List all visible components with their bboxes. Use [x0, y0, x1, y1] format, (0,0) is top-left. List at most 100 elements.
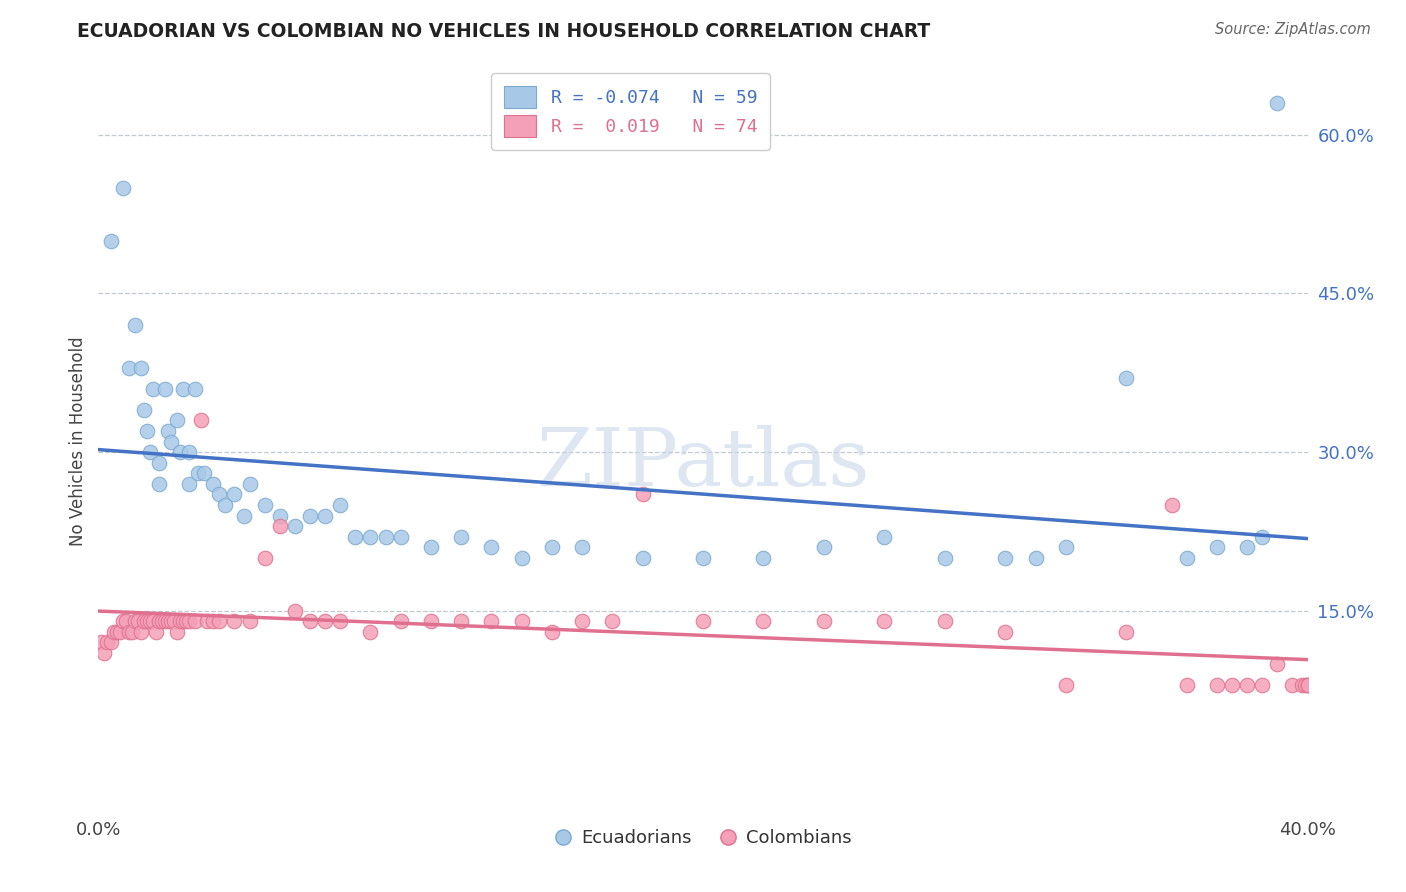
Point [299, 615, 322, 629]
Point [253, 550, 276, 565]
Point [360, 530, 382, 544]
Point [150, 615, 173, 629]
Point [172, 382, 194, 396]
Point [208, 615, 231, 629]
Point [314, 615, 336, 629]
Point [1054, 541, 1077, 555]
Point [96, 635, 118, 649]
Point [420, 541, 443, 555]
Point [153, 382, 176, 396]
Point [1236, 678, 1258, 692]
Point [510, 615, 533, 629]
Point [163, 615, 186, 629]
Point [540, 624, 562, 639]
Point [135, 615, 157, 629]
Point [1206, 541, 1229, 555]
Point [510, 550, 533, 565]
Point [571, 541, 593, 555]
Point [1296, 678, 1319, 692]
Point [224, 487, 246, 501]
Point [602, 615, 624, 629]
Point [184, 382, 207, 396]
Point [1220, 678, 1243, 692]
Text: ECUADORIAN VS COLOMBIAN NO VEHICLES IN HOUSEHOLD CORRELATION CHART: ECUADORIAN VS COLOMBIAN NO VEHICLES IN H… [77, 22, 931, 41]
Point [1175, 678, 1198, 692]
Point [193, 467, 215, 481]
Point [1251, 530, 1274, 544]
Point [934, 550, 956, 565]
Point [284, 604, 307, 618]
Point [139, 445, 162, 459]
Point [813, 541, 835, 555]
Point [314, 508, 336, 523]
Point [232, 508, 254, 523]
Point [156, 615, 179, 629]
Point [934, 615, 956, 629]
Point [187, 467, 209, 481]
Point [360, 624, 382, 639]
Point [111, 180, 134, 194]
Point [100, 635, 122, 649]
Point [148, 615, 170, 629]
Point [1206, 678, 1229, 692]
Point [873, 615, 896, 629]
Point [1054, 678, 1077, 692]
Point [1294, 678, 1316, 692]
Point [344, 530, 367, 544]
Point [124, 615, 146, 629]
Point [813, 615, 835, 629]
Point [142, 615, 165, 629]
Point [202, 476, 225, 491]
Point [195, 615, 218, 629]
Point [103, 624, 125, 639]
Point [118, 360, 141, 375]
Point [284, 519, 307, 533]
Point [166, 624, 188, 639]
Point [873, 530, 896, 544]
Point [1115, 624, 1137, 639]
Point [214, 498, 236, 512]
Point [121, 624, 143, 639]
Point [994, 550, 1017, 565]
Point [389, 530, 412, 544]
Point [1267, 657, 1289, 671]
Point [142, 382, 165, 396]
Point [752, 550, 775, 565]
Point [481, 541, 503, 555]
Point [105, 624, 128, 639]
Point [571, 615, 593, 629]
Point [93, 646, 115, 660]
Point [692, 550, 714, 565]
Point [1024, 550, 1046, 565]
Point [1296, 678, 1319, 692]
Point [1281, 678, 1303, 692]
Point [160, 615, 183, 629]
Point [179, 445, 201, 459]
Point [994, 624, 1017, 639]
Point [481, 615, 503, 629]
Point [148, 456, 170, 470]
Point [135, 424, 157, 438]
Point [692, 615, 714, 629]
Point [202, 615, 225, 629]
Point [190, 413, 212, 427]
Point [239, 615, 262, 629]
Point [118, 624, 141, 639]
Point [139, 615, 162, 629]
Point [129, 624, 152, 639]
Point [374, 530, 396, 544]
Point [450, 530, 472, 544]
Point [329, 615, 352, 629]
Point [239, 476, 262, 491]
Point [631, 550, 654, 565]
Point [420, 615, 443, 629]
Point [1296, 678, 1319, 692]
Point [166, 413, 188, 427]
Point [184, 615, 207, 629]
Point [1160, 498, 1182, 512]
Point [269, 508, 291, 523]
Point [153, 615, 176, 629]
Point [90, 635, 112, 649]
Point [111, 615, 134, 629]
Point [148, 476, 170, 491]
